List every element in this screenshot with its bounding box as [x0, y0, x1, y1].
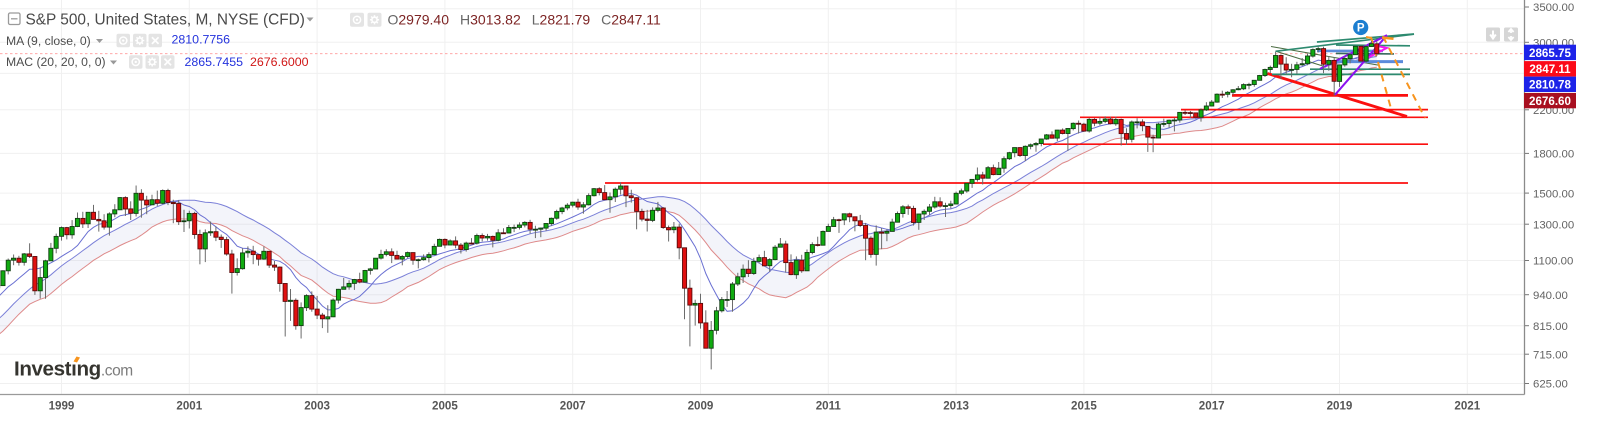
- svg-text:2810.7756: 2810.7756: [172, 33, 231, 47]
- svg-text:MAC (20, 20, 0, 0): MAC (20, 20, 0, 0): [6, 55, 106, 69]
- svg-text:715.00: 715.00: [1533, 349, 1568, 361]
- svg-text:2810.78: 2810.78: [1529, 79, 1571, 92]
- svg-text:2019: 2019: [1327, 400, 1353, 413]
- svg-text:2009: 2009: [688, 400, 714, 413]
- svg-text:2847.11: 2847.11: [1529, 63, 1571, 76]
- svg-text:1300.00: 1300.00: [1533, 219, 1574, 231]
- svg-text:625.00: 625.00: [1533, 379, 1568, 391]
- svg-text:2015: 2015: [1071, 400, 1097, 413]
- svg-text:1500.00: 1500.00: [1533, 188, 1574, 200]
- svg-text:2865.7455: 2865.7455: [185, 55, 244, 69]
- svg-text:S&P 500, United States, M, NYS: S&P 500, United States, M, NYSE (CFD): [26, 12, 305, 29]
- svg-text:2676.60: 2676.60: [1529, 95, 1571, 108]
- svg-text:2865.75: 2865.75: [1529, 47, 1571, 60]
- svg-text:940.00: 940.00: [1533, 290, 1568, 302]
- svg-text:3500.00: 3500.00: [1533, 2, 1574, 14]
- svg-text:2676.6000: 2676.6000: [250, 55, 309, 69]
- svg-text:2005: 2005: [432, 400, 458, 413]
- svg-text:Investıng.com: Investıng.com: [14, 358, 133, 381]
- svg-text:815.00: 815.00: [1533, 321, 1568, 333]
- svg-text:2021: 2021: [1454, 400, 1480, 413]
- svg-text:2013: 2013: [943, 400, 969, 413]
- svg-text:MA (9, close, 0): MA (9, close, 0): [6, 34, 91, 48]
- svg-text:2007: 2007: [560, 400, 586, 413]
- svg-text:1800.00: 1800.00: [1533, 149, 1574, 161]
- svg-text:P: P: [1357, 23, 1365, 35]
- svg-text:2017: 2017: [1199, 400, 1225, 413]
- svg-text:2001: 2001: [176, 400, 202, 413]
- svg-text:2011: 2011: [816, 400, 842, 413]
- svg-text:1100.00: 1100.00: [1533, 256, 1573, 268]
- svg-text:1999: 1999: [49, 400, 75, 413]
- svg-text:2003: 2003: [304, 400, 330, 413]
